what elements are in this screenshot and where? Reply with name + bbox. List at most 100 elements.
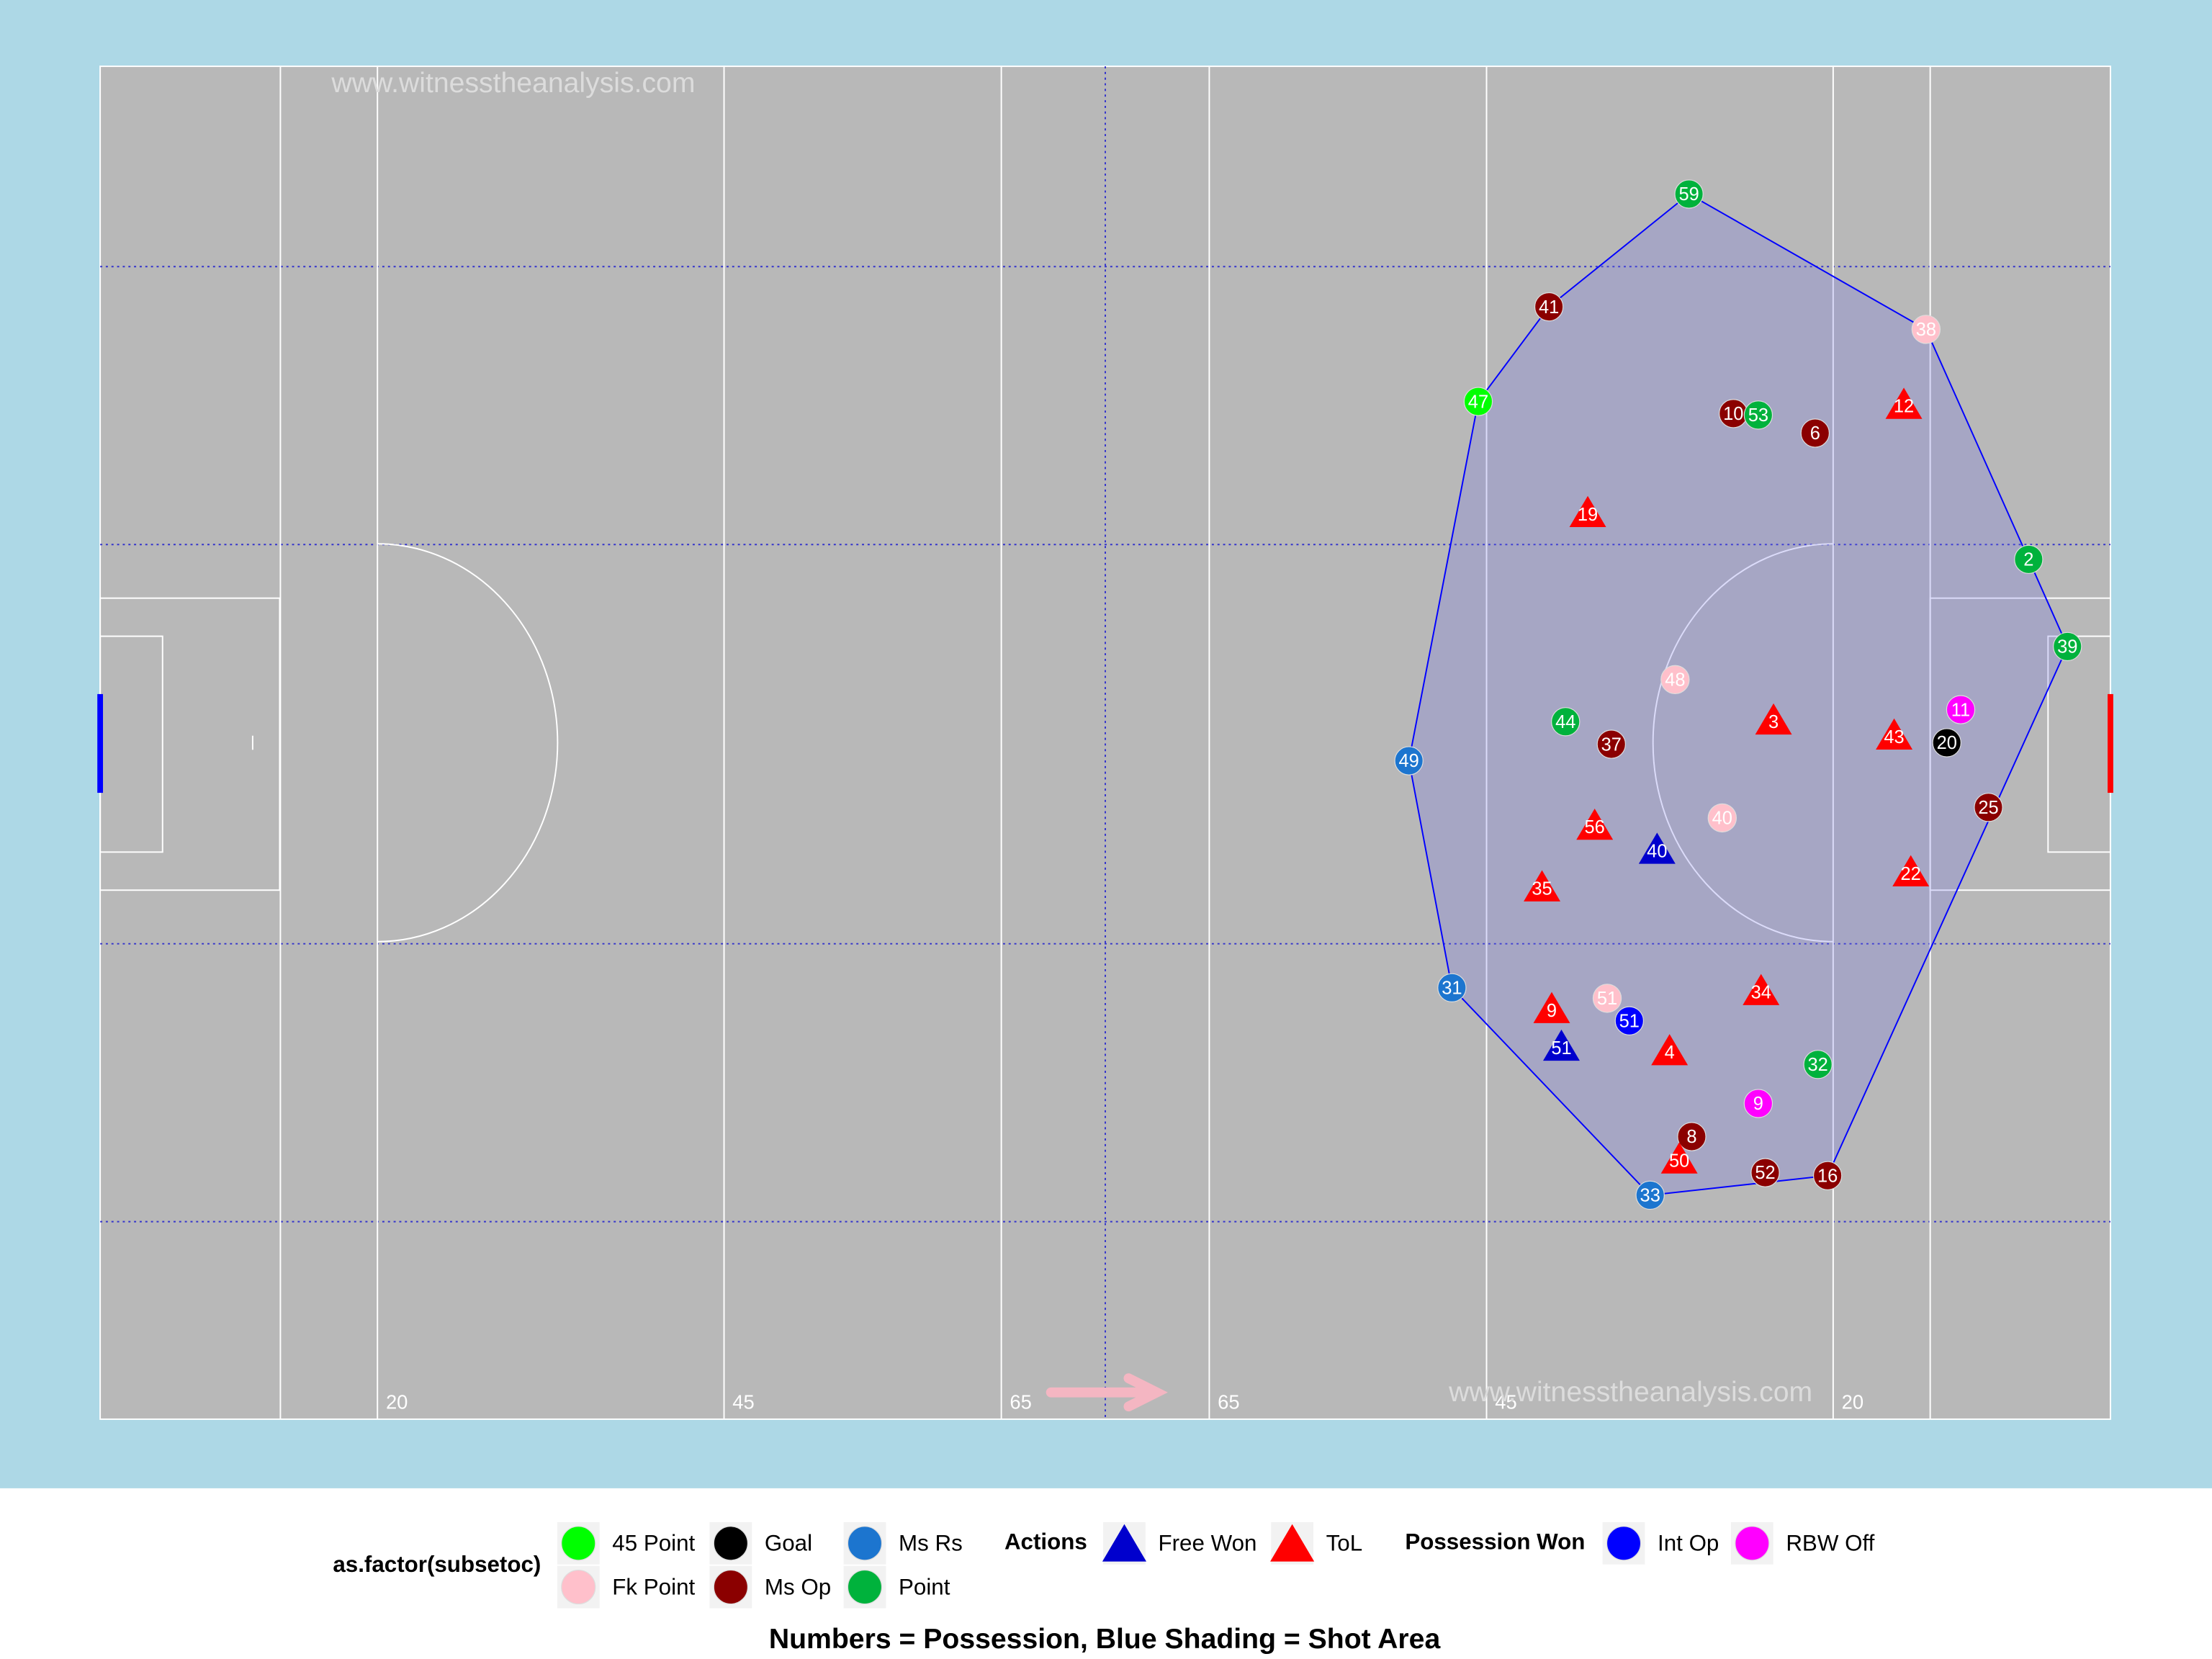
circle-marker bbox=[1534, 292, 1564, 322]
point-label: 31 bbox=[1442, 978, 1462, 998]
point-label: 51 bbox=[1551, 1038, 1571, 1058]
point-label: 40 bbox=[1712, 809, 1732, 829]
circle-marker bbox=[1946, 695, 1976, 724]
goal-left bbox=[97, 693, 104, 793]
circle-marker bbox=[1743, 400, 1773, 430]
point-label: 11 bbox=[1951, 700, 1970, 720]
circle-marker bbox=[1743, 1089, 1773, 1118]
point-label: 49 bbox=[1399, 751, 1419, 771]
legend-background bbox=[0, 1488, 2212, 1659]
point-label: 33 bbox=[1640, 1186, 1660, 1206]
point-label: 53 bbox=[1748, 405, 1768, 426]
point-label: 20 bbox=[1937, 733, 1957, 753]
legend-label: 45 Point bbox=[612, 1531, 695, 1556]
triangle-marker bbox=[1885, 387, 1923, 419]
legend-title: as.factor(subsetoc) bbox=[333, 1552, 541, 1577]
circle-marker bbox=[1677, 1122, 1707, 1151]
circle-marker bbox=[1551, 707, 1581, 737]
legend: as.factor(subsetoc) 45 Point Fk Point Goal M… bbox=[333, 1521, 1875, 1609]
point-label: 19 bbox=[1578, 505, 1598, 525]
circle-marker bbox=[713, 1569, 748, 1605]
circle-marker bbox=[1932, 728, 1961, 757]
circle-marker bbox=[2053, 631, 2082, 662]
triangle-marker bbox=[1576, 808, 1614, 840]
pitch bbox=[99, 66, 2111, 1420]
legend-title: Actions bbox=[1004, 1529, 1087, 1555]
point-label: 40 bbox=[1647, 841, 1667, 861]
circle-marker bbox=[1463, 387, 1493, 416]
point-label: 10 bbox=[1723, 404, 1743, 424]
arc bbox=[1652, 543, 1833, 943]
point-label: 2 bbox=[2023, 549, 2033, 570]
circle-marker bbox=[1660, 665, 1690, 695]
legend-title: Possession Won bbox=[1405, 1529, 1585, 1555]
watermark: www.witnesstheanalysis.com bbox=[1448, 1377, 1812, 1408]
direction-arrow bbox=[1046, 1373, 1168, 1412]
point-label: 9 bbox=[1547, 1001, 1557, 1021]
point-label: 48 bbox=[1665, 670, 1685, 691]
point-label: 12 bbox=[1894, 397, 1914, 417]
pitch-markings: 20 45 65 65 45 20 bbox=[97, 66, 2113, 1419]
point-label: 59 bbox=[1678, 184, 1699, 204]
point-label: 37 bbox=[1601, 734, 1622, 755]
point-label: 8 bbox=[1686, 1127, 1696, 1147]
point-label: 9 bbox=[1753, 1094, 1763, 1114]
point-label: 35 bbox=[1532, 879, 1552, 899]
point-label: 3 bbox=[1768, 712, 1779, 732]
x-tick-label: 45 bbox=[732, 1391, 754, 1413]
legend-label: Point bbox=[899, 1574, 950, 1599]
circle-marker bbox=[2014, 544, 2044, 575]
point-label: 22 bbox=[1901, 864, 1921, 884]
point-label: 34 bbox=[1751, 983, 1771, 1003]
point-label: 51 bbox=[1619, 1011, 1640, 1031]
legend-label: Free Won bbox=[1158, 1531, 1256, 1556]
circle-marker bbox=[847, 1526, 883, 1561]
legend-label: Ms Op bbox=[765, 1574, 831, 1599]
circle-marker bbox=[1911, 315, 1941, 344]
point-label: 32 bbox=[1808, 1055, 1828, 1075]
legend-label: Ms Rs bbox=[899, 1531, 963, 1556]
point-label: 47 bbox=[1468, 392, 1488, 412]
point-label: 25 bbox=[1978, 798, 1998, 818]
x-tick-label: 45 bbox=[1495, 1391, 1516, 1413]
triangle-marker bbox=[1270, 1524, 1315, 1562]
triangle-marker bbox=[1543, 1029, 1580, 1061]
circle-marker bbox=[1394, 746, 1424, 775]
circle-marker bbox=[1803, 1050, 1833, 1079]
legend-label: Int Op bbox=[1658, 1531, 1719, 1556]
point-label: 56 bbox=[1585, 817, 1605, 837]
circle-marker bbox=[1596, 729, 1626, 759]
legend-label: Fk Point bbox=[612, 1574, 695, 1599]
x-tick-label: 20 bbox=[386, 1391, 408, 1413]
triangle-marker bbox=[1755, 703, 1792, 735]
point-label: 52 bbox=[1755, 1163, 1775, 1183]
goal-right bbox=[2108, 693, 2113, 793]
circle-marker bbox=[1674, 179, 1704, 209]
triangle-marker bbox=[1651, 1034, 1689, 1066]
legend-label: RBW Off bbox=[1786, 1531, 1874, 1556]
legend-label: ToL bbox=[1326, 1531, 1363, 1556]
circle-marker bbox=[561, 1526, 596, 1561]
point-label: 16 bbox=[1817, 1166, 1838, 1186]
point-label: 41 bbox=[1539, 297, 1559, 318]
circle-marker bbox=[561, 1569, 596, 1605]
circle-marker bbox=[1635, 1180, 1665, 1210]
x-tick-label: 65 bbox=[1218, 1391, 1239, 1413]
x-tick-label: 65 bbox=[1010, 1391, 1031, 1413]
legend-label: Goal bbox=[765, 1531, 812, 1556]
point-label: 39 bbox=[2057, 637, 2077, 657]
triangle-marker bbox=[1524, 870, 1560, 902]
triangle-marker bbox=[1569, 495, 1606, 528]
circle-marker bbox=[1812, 1161, 1843, 1190]
x-tick-label: 20 bbox=[1842, 1391, 1863, 1413]
circle-marker bbox=[713, 1526, 748, 1561]
circle-marker bbox=[847, 1569, 883, 1605]
triangle-marker bbox=[1533, 992, 1570, 1023]
point-label: 44 bbox=[1555, 712, 1575, 732]
circle-marker bbox=[1606, 1526, 1642, 1561]
circle-marker bbox=[1592, 984, 1622, 1013]
point-label: 38 bbox=[1916, 320, 1936, 340]
circle-marker bbox=[1750, 1158, 1780, 1187]
